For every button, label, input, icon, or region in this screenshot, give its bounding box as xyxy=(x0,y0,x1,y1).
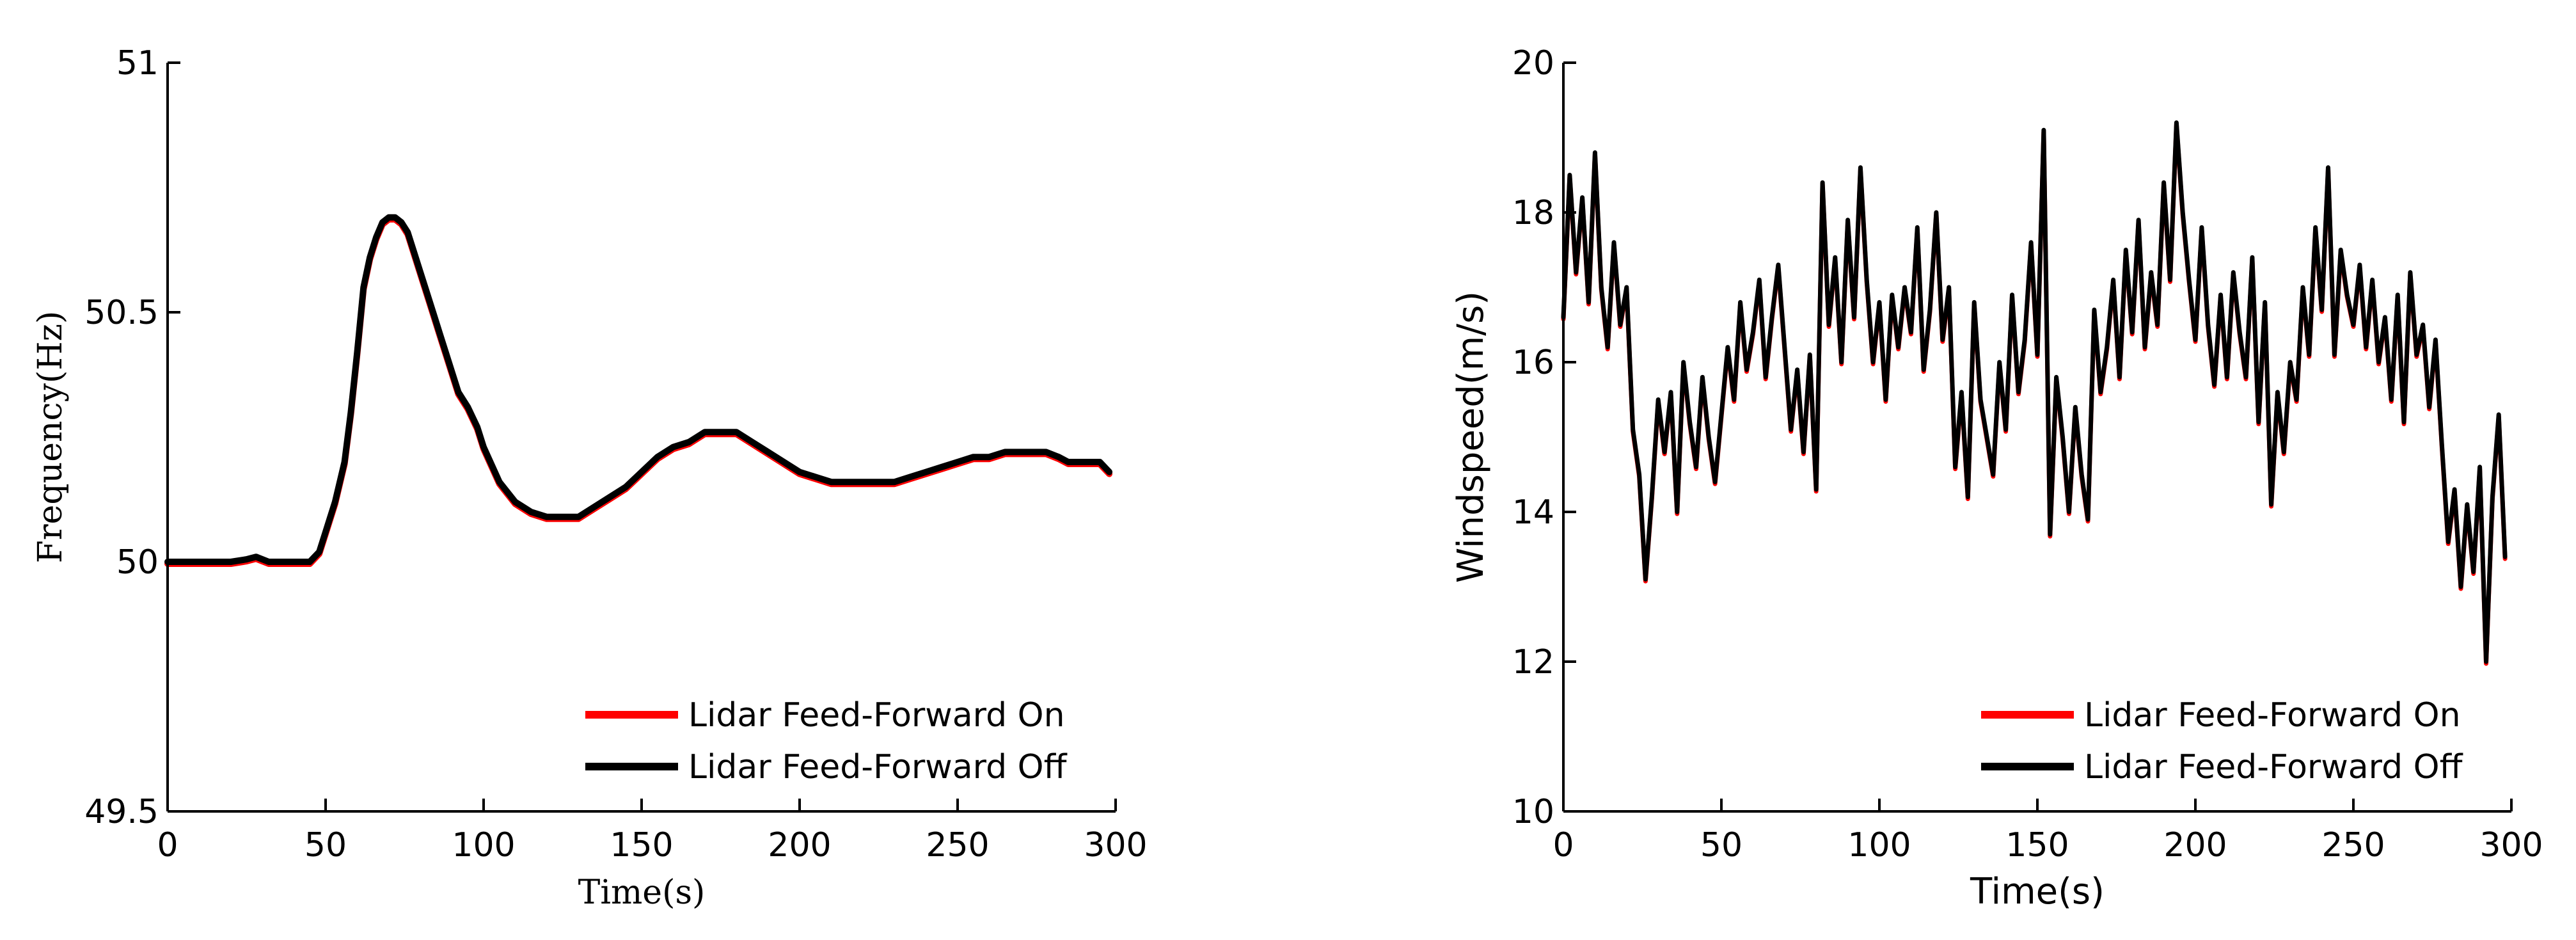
x-tick-label: 100 xyxy=(1847,826,1911,864)
y-tick-label: 12 xyxy=(1512,643,1554,681)
windspeed-chart: 0 50 100 150 200 250 300 10 12 14 16 18 20 Time(s) W… xyxy=(1450,44,2543,912)
x-tick-label: 300 xyxy=(2479,826,2543,864)
x-tick-label: 50 xyxy=(304,826,347,864)
x-axis-title: Time(s) xyxy=(578,873,706,912)
y-tick-label: 18 xyxy=(1512,194,1554,232)
y-axis-title: Windspeed(m/s) xyxy=(1450,291,1492,583)
legend-label-off: Lidar Feed-Forward Off xyxy=(2084,748,2463,786)
x-tick-label: 50 xyxy=(1700,826,1742,864)
x-tick-label: 150 xyxy=(610,826,673,864)
legend: Lidar Feed-Forward On Lidar Feed-Forward… xyxy=(1981,696,2463,786)
y-tick-label: 50 xyxy=(116,543,159,582)
y-tick-label: 14 xyxy=(1512,493,1554,532)
series-line-lidar-off xyxy=(1561,120,2508,664)
y-tick-label: 51 xyxy=(116,44,159,83)
y-tick-label: 10 xyxy=(1512,793,1554,831)
series-line-lidar-off xyxy=(164,214,1113,565)
y-tick-label: 16 xyxy=(1512,344,1554,382)
ticks-layer: 0 50 100 150 200 250 300 10 12 14 16 18 20 xyxy=(1512,44,2543,864)
x-axis-title: Time(s) xyxy=(1970,871,2105,912)
frequency-chart: 0 50 100 150 200 250 300 49.5 50 50.5 51 Time(s) F… xyxy=(31,44,1148,912)
ticks-layer: 0 50 100 150 200 250 300 49.5 50 50.5 51 xyxy=(84,44,1147,864)
plot-area xyxy=(168,63,1116,811)
series-layer xyxy=(164,214,1113,567)
x-tick-label: 200 xyxy=(768,826,831,864)
x-tick-label: 200 xyxy=(2163,826,2227,864)
x-tick-label: 300 xyxy=(1084,826,1147,864)
y-tick-label: 20 xyxy=(1512,44,1554,83)
legend-label-off: Lidar Feed-Forward Off xyxy=(688,748,1068,786)
x-tick-label: 250 xyxy=(2321,826,2385,864)
x-tick-label: 150 xyxy=(2005,826,2069,864)
legend-label-on: Lidar Feed-Forward On xyxy=(2084,696,2461,735)
y-tick-label: 50.5 xyxy=(84,294,159,332)
x-tick-label: 250 xyxy=(926,826,989,864)
series-layer xyxy=(1561,120,2508,666)
y-tick-label: 49.5 xyxy=(84,793,159,831)
y-axis-title: Frequency(Hz) xyxy=(31,311,70,564)
legend-label-on: Lidar Feed-Forward On xyxy=(688,696,1065,735)
legend: Lidar Feed-Forward On Lidar Feed-Forward… xyxy=(585,696,1068,786)
x-tick-label: 0 xyxy=(1553,826,1574,864)
x-tick-label: 0 xyxy=(157,826,178,864)
x-tick-label: 100 xyxy=(452,826,515,864)
